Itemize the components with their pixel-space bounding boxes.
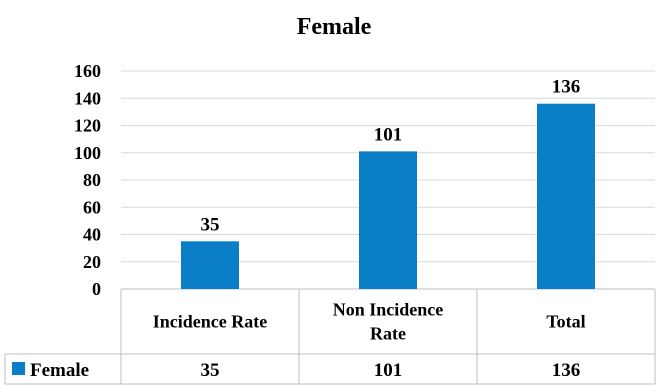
data-table: Incidence Rate Non Incidence Rate Total Fema… [4,288,656,385]
bar [537,103,595,289]
y-tick-label: 0 [92,279,101,299]
data-label: 101 [374,124,403,145]
y-tick-label: 100 [74,143,101,163]
y-tick-label: 20 [83,252,101,272]
y-tick-label: 40 [83,225,101,245]
data-label: 136 [552,77,581,98]
legend-key [12,362,25,375]
y-tick-label: 120 [74,116,101,136]
x-category-label: Non Incidence Rate [333,300,444,344]
table-value: 35 [201,360,220,381]
table-value: 136 [552,360,581,381]
y-tick-label: 80 [83,170,101,190]
y-tick-label: 160 [74,61,101,81]
y-tick-label: 60 [83,197,101,217]
data-label: 35 [201,214,220,235]
table-value: 101 [374,360,403,381]
legend-series-name: Female [30,360,89,381]
y-tick-label: 140 [74,88,101,108]
data-labels: 35 101 136 [201,77,581,236]
bar [181,241,239,289]
bars [181,103,595,289]
x-category-label: Incidence Rate [153,312,267,332]
y-axis-tick-labels: 0 20 40 60 80 100 120 140 160 [74,61,101,299]
bar [359,151,417,289]
chart-title: Female [297,14,372,40]
x-category-label: Total [546,312,585,332]
